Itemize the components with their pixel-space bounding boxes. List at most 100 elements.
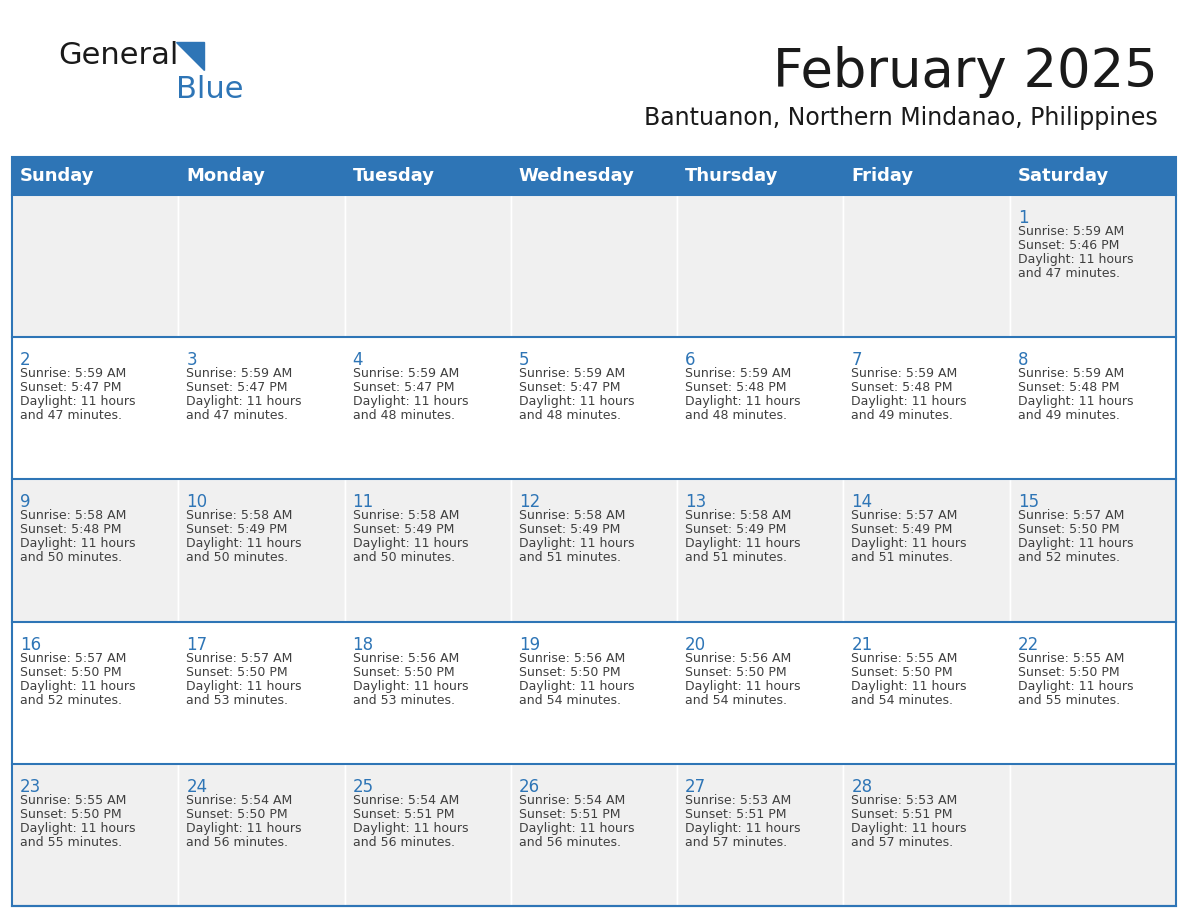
Text: Sunrise: 5:59 AM: Sunrise: 5:59 AM: [852, 367, 958, 380]
Text: Daylight: 11 hours: Daylight: 11 hours: [519, 679, 634, 692]
Text: and 47 minutes.: and 47 minutes.: [187, 409, 289, 422]
Bar: [843, 479, 1010, 621]
Text: 11: 11: [353, 493, 374, 511]
Text: Sunset: 5:48 PM: Sunset: 5:48 PM: [685, 381, 786, 394]
Text: Sunset: 5:47 PM: Sunset: 5:47 PM: [353, 381, 454, 394]
Text: Saturday: Saturday: [1018, 167, 1108, 185]
Bar: [345, 337, 511, 479]
Bar: [12, 337, 178, 479]
Text: Sunset: 5:50 PM: Sunset: 5:50 PM: [353, 666, 454, 678]
Text: and 50 minutes.: and 50 minutes.: [187, 552, 289, 565]
Bar: [1010, 337, 1176, 479]
Text: Daylight: 11 hours: Daylight: 11 hours: [1018, 679, 1133, 692]
Bar: [178, 337, 345, 479]
Text: and 47 minutes.: and 47 minutes.: [1018, 267, 1120, 280]
Text: 1: 1: [1018, 209, 1029, 227]
Text: 17: 17: [187, 635, 208, 654]
Text: Sunset: 5:51 PM: Sunset: 5:51 PM: [852, 808, 953, 821]
Text: and 54 minutes.: and 54 minutes.: [519, 694, 621, 707]
Bar: [677, 479, 843, 621]
Text: Sunset: 5:48 PM: Sunset: 5:48 PM: [852, 381, 953, 394]
Text: February 2025: February 2025: [773, 46, 1158, 98]
Text: Sunrise: 5:55 AM: Sunrise: 5:55 AM: [1018, 652, 1124, 665]
Text: and 52 minutes.: and 52 minutes.: [20, 694, 122, 707]
Text: Daylight: 11 hours: Daylight: 11 hours: [685, 822, 801, 834]
Text: Sunrise: 5:57 AM: Sunrise: 5:57 AM: [187, 652, 292, 665]
Polygon shape: [176, 42, 204, 70]
Text: and 54 minutes.: and 54 minutes.: [685, 694, 788, 707]
Text: Sunrise: 5:59 AM: Sunrise: 5:59 AM: [187, 367, 292, 380]
Text: 18: 18: [353, 635, 374, 654]
Text: Sunset: 5:48 PM: Sunset: 5:48 PM: [1018, 381, 1119, 394]
Text: Daylight: 11 hours: Daylight: 11 hours: [685, 537, 801, 551]
Text: and 51 minutes.: and 51 minutes.: [852, 552, 954, 565]
Bar: [511, 764, 677, 906]
Bar: [511, 195, 677, 337]
Text: Wednesday: Wednesday: [519, 167, 634, 185]
Text: Thursday: Thursday: [685, 167, 778, 185]
Text: Daylight: 11 hours: Daylight: 11 hours: [1018, 537, 1133, 551]
Text: General: General: [58, 41, 178, 71]
Text: Sunrise: 5:53 AM: Sunrise: 5:53 AM: [852, 794, 958, 807]
Text: and 50 minutes.: and 50 minutes.: [20, 552, 122, 565]
Bar: [12, 479, 178, 621]
Bar: [677, 764, 843, 906]
Bar: [178, 157, 345, 195]
Text: Sunrise: 5:54 AM: Sunrise: 5:54 AM: [519, 794, 625, 807]
Bar: [12, 195, 178, 337]
Text: Sunrise: 5:59 AM: Sunrise: 5:59 AM: [20, 367, 126, 380]
Text: Sunset: 5:51 PM: Sunset: 5:51 PM: [519, 808, 620, 821]
Text: Sunrise: 5:53 AM: Sunrise: 5:53 AM: [685, 794, 791, 807]
Text: 6: 6: [685, 352, 696, 369]
Text: Daylight: 11 hours: Daylight: 11 hours: [187, 679, 302, 692]
Text: Daylight: 11 hours: Daylight: 11 hours: [1018, 253, 1133, 266]
Text: 19: 19: [519, 635, 541, 654]
Text: 5: 5: [519, 352, 530, 369]
Text: Sunset: 5:50 PM: Sunset: 5:50 PM: [20, 808, 121, 821]
Text: Monday: Monday: [187, 167, 265, 185]
Text: Sunset: 5:49 PM: Sunset: 5:49 PM: [353, 523, 454, 536]
Text: 12: 12: [519, 493, 541, 511]
Text: Sunrise: 5:58 AM: Sunrise: 5:58 AM: [519, 509, 625, 522]
Text: Sunrise: 5:59 AM: Sunrise: 5:59 AM: [1018, 225, 1124, 238]
Text: Sunrise: 5:54 AM: Sunrise: 5:54 AM: [353, 794, 459, 807]
Text: Daylight: 11 hours: Daylight: 11 hours: [852, 396, 967, 409]
Text: Sunset: 5:50 PM: Sunset: 5:50 PM: [1018, 666, 1119, 678]
Text: Sunrise: 5:57 AM: Sunrise: 5:57 AM: [852, 509, 958, 522]
Text: 10: 10: [187, 493, 208, 511]
Text: Daylight: 11 hours: Daylight: 11 hours: [20, 822, 135, 834]
Text: Sunrise: 5:58 AM: Sunrise: 5:58 AM: [685, 509, 791, 522]
Text: 23: 23: [20, 778, 42, 796]
Bar: [345, 195, 511, 337]
Text: Sunset: 5:47 PM: Sunset: 5:47 PM: [187, 381, 287, 394]
Text: and 49 minutes.: and 49 minutes.: [1018, 409, 1119, 422]
Bar: [843, 621, 1010, 764]
Text: 7: 7: [852, 352, 862, 369]
Bar: [178, 479, 345, 621]
Text: Daylight: 11 hours: Daylight: 11 hours: [852, 679, 967, 692]
Text: Sunrise: 5:57 AM: Sunrise: 5:57 AM: [1018, 509, 1124, 522]
Text: Sunday: Sunday: [20, 167, 95, 185]
Text: Daylight: 11 hours: Daylight: 11 hours: [20, 679, 135, 692]
Text: and 56 minutes.: and 56 minutes.: [519, 835, 621, 849]
Bar: [12, 764, 178, 906]
Text: Sunset: 5:50 PM: Sunset: 5:50 PM: [852, 666, 953, 678]
Text: Sunset: 5:50 PM: Sunset: 5:50 PM: [187, 808, 287, 821]
Text: Daylight: 11 hours: Daylight: 11 hours: [20, 396, 135, 409]
Text: 26: 26: [519, 778, 541, 796]
Bar: [677, 337, 843, 479]
Text: 2: 2: [20, 352, 31, 369]
Text: Sunset: 5:51 PM: Sunset: 5:51 PM: [353, 808, 454, 821]
Bar: [843, 195, 1010, 337]
Bar: [178, 621, 345, 764]
Text: Bantuanon, Northern Mindanao, Philippines: Bantuanon, Northern Mindanao, Philippine…: [644, 106, 1158, 130]
Bar: [12, 157, 1176, 906]
Text: 25: 25: [353, 778, 374, 796]
Bar: [12, 157, 178, 195]
Text: and 52 minutes.: and 52 minutes.: [1018, 552, 1120, 565]
Bar: [511, 479, 677, 621]
Text: and 53 minutes.: and 53 minutes.: [353, 694, 455, 707]
Text: Sunrise: 5:59 AM: Sunrise: 5:59 AM: [519, 367, 625, 380]
Bar: [1010, 195, 1176, 337]
Bar: [843, 157, 1010, 195]
